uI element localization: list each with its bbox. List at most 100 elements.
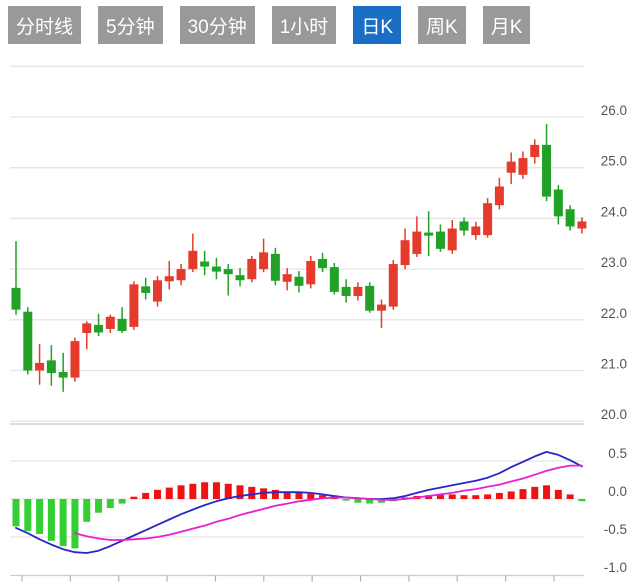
candle (70, 337, 80, 382)
dea-line (74, 464, 583, 541)
candle (152, 276, 162, 307)
macd-bar (142, 492, 150, 499)
candle (530, 139, 540, 164)
candle (117, 307, 127, 333)
macd-bar (248, 486, 256, 499)
candle (105, 314, 115, 333)
macd-bar (36, 499, 44, 534)
macd-bar (47, 499, 55, 541)
candle (282, 268, 292, 291)
interval-button-日K[interactable]: 日K (353, 6, 401, 44)
interval-button-周K[interactable]: 周K (418, 6, 466, 44)
interval-button-5分钟[interactable]: 5分钟 (98, 6, 163, 44)
candle (23, 307, 33, 375)
macd-bar (519, 489, 527, 499)
candle (11, 241, 21, 315)
macd-bar (554, 489, 562, 499)
macd-bar (71, 499, 79, 549)
candle (542, 124, 552, 202)
macd-bar (165, 487, 173, 499)
macd-bar (236, 485, 244, 499)
macd-axis-labels: 0.5 0.0 -0.5 -1.0 (604, 446, 627, 575)
macd-bar (354, 499, 362, 503)
macd-bar (212, 482, 220, 499)
macd-bar (425, 495, 433, 499)
macd-bar (201, 482, 209, 499)
candle (329, 263, 339, 295)
macd-bar (543, 485, 551, 499)
macd-bar (319, 495, 327, 499)
candle (518, 151, 528, 179)
macd-bar (377, 499, 385, 503)
interval-button-1小时[interactable]: 1小时 (271, 6, 337, 44)
candle (412, 216, 422, 257)
price-axis-labels: 26.0 25.0 24.0 23.0 22.0 21.0 20.0 (601, 103, 627, 422)
price-axis-label: 23.0 (601, 255, 627, 270)
candle (247, 255, 257, 283)
candle (388, 259, 398, 310)
candle (223, 264, 233, 296)
x-axis-ticks (21, 575, 555, 582)
stock-chart[interactable]: 26.0 25.0 24.0 23.0 22.0 21.0 20.0 0.5 0.0 -0.5 -1… (0, 50, 634, 582)
candle (164, 260, 174, 290)
candle (82, 321, 92, 350)
candle (235, 268, 245, 287)
macd-bar (566, 494, 574, 499)
macd-bar (83, 499, 91, 522)
chart-area: 26.0 25.0 24.0 23.0 22.0 21.0 20.0 0.5 0.0 -0.5 -1… (0, 50, 634, 582)
macd-bar (295, 492, 303, 499)
macd-bar (224, 483, 232, 499)
macd-bar (153, 489, 161, 499)
interval-toolbar: 分时线 5分钟 30分钟 1小时 日K 周K 月K (8, 6, 531, 44)
candle (94, 313, 104, 337)
macd-bar (531, 486, 539, 499)
candle (400, 228, 410, 270)
candle (141, 277, 151, 300)
macd-bar (189, 483, 197, 499)
price-gridlines (10, 65, 584, 422)
macd-bar (495, 492, 503, 499)
candle (353, 282, 363, 301)
price-axis-label: 25.0 (601, 154, 627, 169)
price-axis-label: 24.0 (601, 204, 627, 219)
macd-bar (342, 499, 350, 501)
macd-bar (177, 485, 185, 499)
candle (506, 152, 516, 184)
candle (188, 233, 198, 273)
price-axis-label: 21.0 (601, 357, 627, 372)
interval-button-月K[interactable]: 月K (482, 6, 531, 44)
candle (200, 250, 210, 276)
candle (424, 211, 434, 256)
dif-line (15, 450, 583, 554)
macd-bar (271, 489, 279, 499)
macd-histogram (12, 482, 586, 549)
candle (341, 279, 351, 303)
candle (459, 217, 469, 236)
price-axis-label: 22.0 (601, 306, 627, 321)
candle (483, 198, 493, 238)
price-axis-label: 20.0 (601, 407, 627, 422)
candle (577, 217, 587, 234)
macd-axis-label: 0.0 (608, 484, 627, 499)
macd-bar (307, 493, 315, 499)
candle (270, 247, 280, 286)
interval-button-分时线[interactable]: 分时线 (8, 6, 82, 44)
macd-bar (59, 499, 67, 547)
candle (471, 221, 481, 240)
candle (58, 352, 68, 392)
candle (376, 299, 386, 328)
candle (294, 271, 304, 293)
macd-bar (507, 491, 515, 499)
macd-axis-label: -0.5 (604, 522, 627, 537)
candle (494, 177, 504, 210)
macd-bar (283, 491, 291, 499)
candles (11, 124, 587, 392)
price-axis-label: 26.0 (601, 103, 627, 118)
candle (211, 257, 221, 280)
candle (306, 255, 316, 289)
macd-bar (484, 494, 492, 499)
interval-button-30分钟[interactable]: 30分钟 (179, 6, 255, 44)
candle (259, 238, 269, 273)
candle (435, 224, 445, 252)
macd-bar (106, 499, 114, 509)
